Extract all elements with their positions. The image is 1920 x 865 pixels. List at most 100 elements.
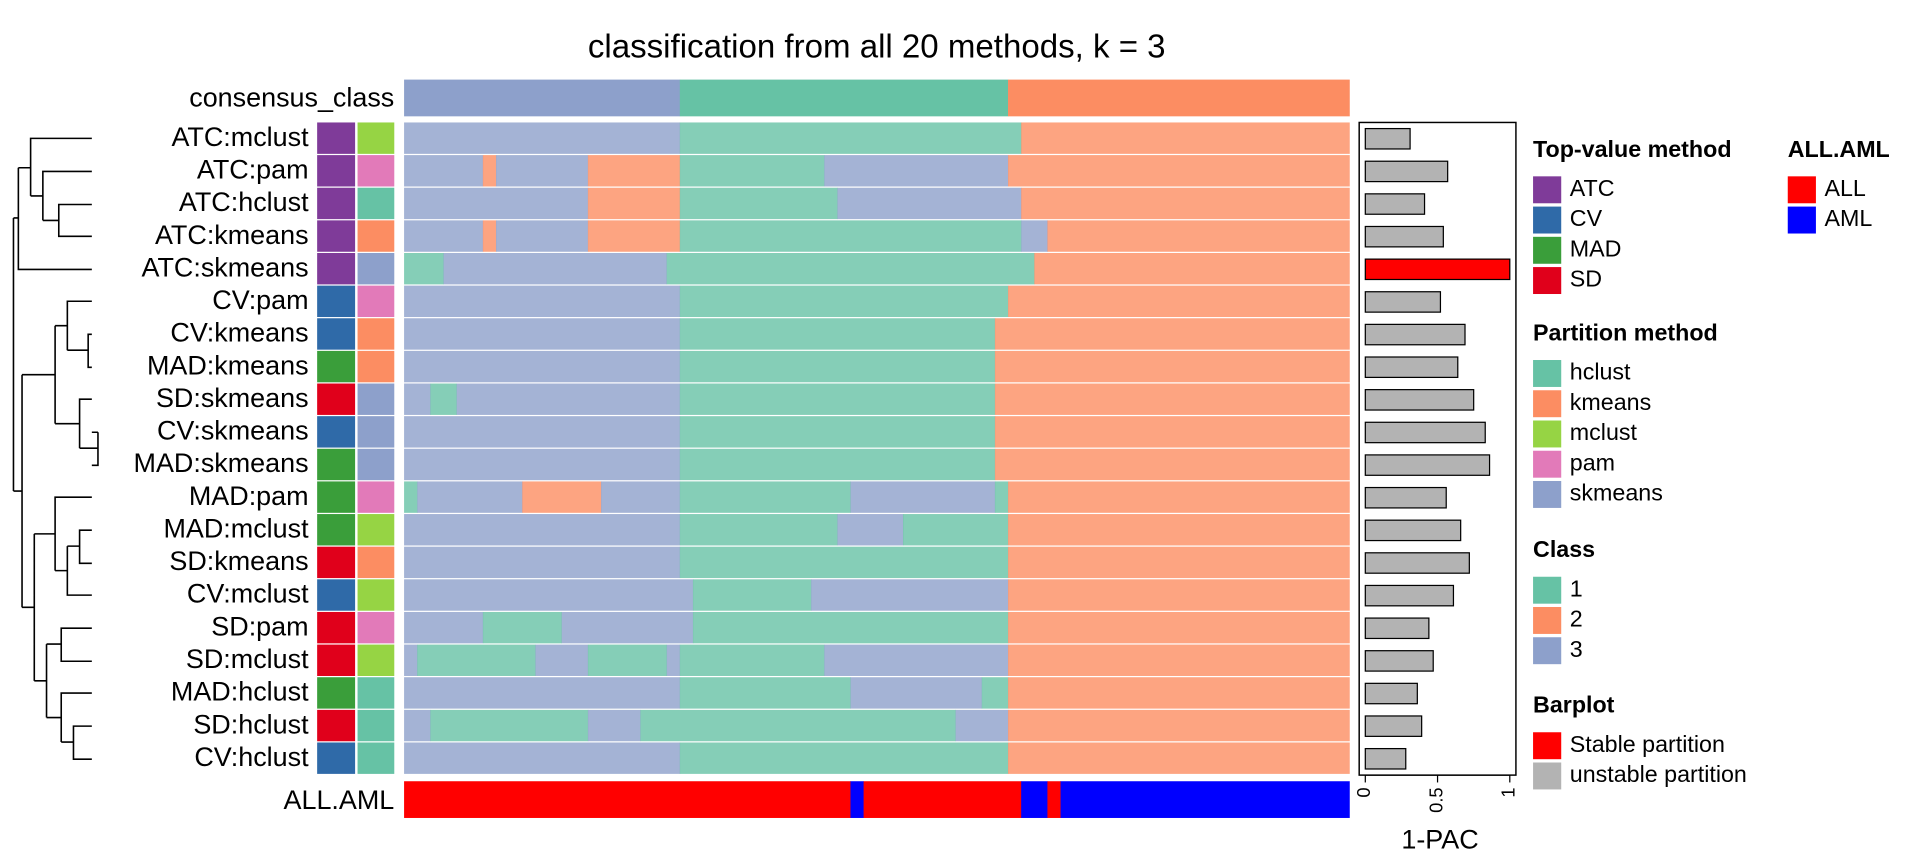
legend-label: SD	[1570, 266, 1602, 292]
pac-bar	[1364, 715, 1423, 737]
heatmap-cell	[404, 350, 681, 383]
partition-cell	[357, 644, 395, 676]
heatmap-cell	[679, 416, 996, 448]
legend-swatch	[1533, 236, 1562, 264]
heatmap-cell	[837, 514, 904, 546]
dendrogram	[12, 137, 99, 760]
heatmap-cell	[679, 155, 825, 187]
heatmap-cell	[837, 187, 1022, 220]
top-value-cell	[317, 677, 356, 709]
partition-cell	[357, 546, 395, 579]
partition-cell	[357, 709, 395, 742]
pac-bar	[1364, 225, 1444, 248]
heatmap-cell	[666, 252, 1035, 285]
partition-cell	[357, 579, 395, 611]
heatmap-cell	[404, 742, 681, 774]
row-label: MAD:pam	[189, 481, 309, 511]
heatmap-cell	[955, 709, 1009, 742]
annotation-cell	[863, 781, 1022, 818]
pac-bar	[1364, 682, 1418, 705]
row-label: ATC:pam	[197, 155, 309, 185]
x-tick-label: 1	[1498, 787, 1519, 797]
legend-title: ALL.AML	[1788, 136, 1890, 162]
heatmap-cell	[679, 514, 838, 546]
partition-cell	[357, 155, 395, 187]
partition-cell	[357, 187, 395, 220]
heatmap-cell	[1008, 644, 1350, 676]
pac-bar	[1364, 454, 1491, 476]
consensus-label: consensus_class	[189, 82, 394, 112]
partition-cell	[357, 742, 395, 774]
heatmap-cell	[482, 611, 562, 644]
x-axis-label: 1-PAC	[1401, 824, 1478, 854]
pac-bar	[1364, 519, 1462, 542]
legend-label: ALL	[1824, 175, 1865, 201]
row-label: SD:pam	[211, 611, 308, 641]
heatmap-cell	[561, 611, 694, 644]
top-value-cell	[317, 742, 356, 774]
heatmap-cell	[1008, 579, 1350, 611]
legend-swatch	[1533, 267, 1562, 295]
pac-bar	[1364, 486, 1447, 509]
row-label: SD:mclust	[186, 644, 309, 674]
pac-bar	[1364, 552, 1470, 574]
row-label: CV:pam	[212, 285, 308, 315]
top-value-cell	[317, 350, 356, 383]
heatmap-cell	[994, 448, 1350, 481]
legend-label: kmeans	[1570, 389, 1651, 415]
top-value-cell	[317, 481, 356, 513]
partition-cell	[357, 481, 395, 513]
heatmap-cell	[404, 448, 681, 481]
row-label: CV:mclust	[187, 579, 309, 609]
heatmap-cell	[587, 187, 681, 220]
legend-label: unstable partition	[1570, 761, 1747, 787]
legend-label: MAD	[1570, 235, 1622, 261]
heatmap-cell	[1047, 220, 1350, 252]
heatmap-cell	[404, 285, 681, 318]
top-value-cell	[317, 448, 356, 481]
legend-swatch	[1533, 176, 1562, 204]
legend-swatch	[1787, 206, 1816, 234]
row-label: ATC:kmeans	[155, 220, 309, 250]
heatmap-cell	[994, 383, 1350, 415]
heatmap-cell	[679, 481, 851, 513]
heatmap-cell	[1021, 220, 1048, 252]
x-tick-label: 0	[1353, 787, 1374, 797]
legend-swatch	[1533, 480, 1562, 508]
heatmap-cell	[679, 383, 996, 415]
top-value-cell	[317, 644, 356, 676]
top-value-cell	[317, 514, 356, 546]
partition-cell	[357, 448, 395, 481]
row-label: ATC:skmeans	[142, 252, 309, 282]
heatmap-cell	[679, 122, 1022, 154]
legend-swatch	[1787, 176, 1816, 204]
legend-swatch	[1533, 576, 1562, 604]
legend-label: AML	[1824, 205, 1872, 231]
heatmap-cell	[430, 383, 457, 415]
partition-cell	[357, 677, 395, 709]
legend-label: mclust	[1570, 419, 1638, 445]
row-label: CV:hclust	[194, 742, 309, 772]
legend-title: Partition method	[1533, 319, 1718, 345]
pac-bar	[1364, 291, 1442, 313]
legend-label: 2	[1570, 606, 1583, 632]
heatmap-cell	[1008, 611, 1350, 644]
heatmap-cell	[850, 677, 983, 709]
heatmap-cell	[994, 350, 1350, 383]
heatmap-cell	[535, 644, 589, 676]
legend-label: 1	[1570, 575, 1583, 601]
heatmap-cell	[404, 709, 431, 742]
heatmap-cell	[482, 220, 497, 252]
pac-bar	[1364, 160, 1449, 183]
heatmap-cell	[679, 220, 1022, 252]
heatmap-cell	[679, 742, 1009, 774]
heatmap-cell	[404, 514, 681, 546]
pac-bar	[1364, 323, 1466, 346]
legend-title: Class	[1533, 536, 1595, 562]
pac-bar	[1364, 650, 1434, 672]
legend-swatch	[1533, 420, 1562, 448]
legend-label: 3	[1570, 636, 1583, 662]
consensus-cell	[679, 79, 1009, 117]
legend-title: Barplot	[1533, 692, 1615, 718]
heatmap-cell	[692, 611, 1009, 644]
